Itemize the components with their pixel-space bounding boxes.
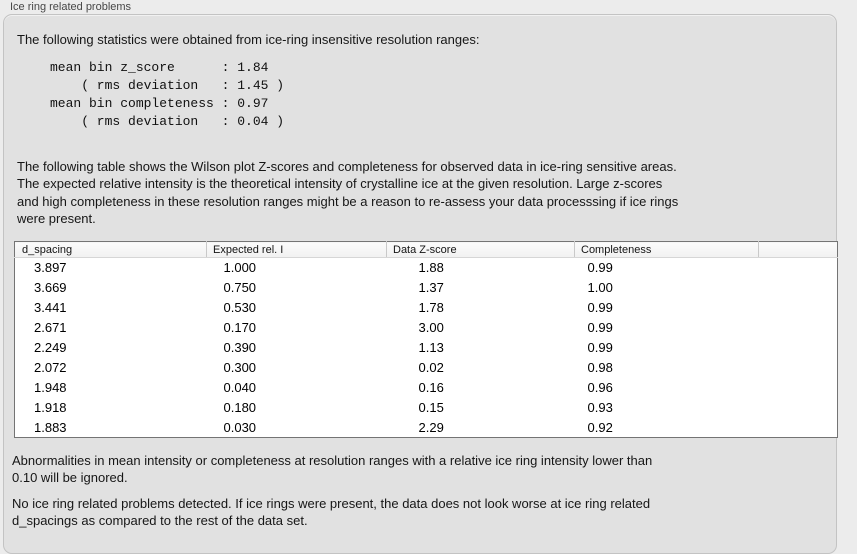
table-cell: 0.99 — [587, 260, 613, 276]
table-cell-filler — [759, 258, 838, 278]
table-cell: 0.98 — [587, 360, 613, 375]
column-header-filler — [758, 241, 838, 258]
table-cell: 2.671 — [34, 320, 67, 335]
table-cell: 0.750 — [223, 280, 257, 295]
table-row[interactable]: 1.883 0.030 2.29 0.92 — [15, 418, 838, 438]
stats-intro-text: The following statistics were obtained f… — [17, 32, 480, 47]
table-cell: 3.00 — [418, 320, 444, 335]
table-cell: 0.99 — [587, 320, 613, 335]
table-cell: 0.92 — [587, 419, 613, 435]
table-row[interactable]: 2.249 0.390 1.13 0.99 — [15, 338, 838, 358]
table-cell: 0.99 — [587, 340, 613, 355]
table-cell-filler — [759, 278, 838, 298]
stats-block: mean bin z_score : 1.84 ( rms deviation … — [50, 60, 285, 129]
table-cell-filler — [759, 318, 838, 338]
table-row[interactable]: 3.897 1.000 1.88 0.99 — [15, 258, 838, 278]
table-cell: 0.530 — [223, 300, 257, 315]
table-cell: 1.948 — [34, 380, 67, 395]
table-cell: 1.37 — [418, 280, 444, 295]
table-row[interactable]: 3.669 0.750 1.37 1.00 — [15, 278, 838, 298]
conclusion-text: No ice ring related problems detected. I… — [12, 496, 651, 529]
table-cell-filler — [759, 398, 838, 418]
table-cell: 1.88 — [418, 260, 444, 276]
table-cell: 3.897 — [34, 260, 67, 276]
table-cell-filler — [759, 298, 838, 318]
table-cell: 2.072 — [34, 360, 67, 375]
table-cell: 0.93 — [587, 400, 613, 415]
table-header: d_spacing Expected rel. I Data Z-score Comp… — [14, 241, 838, 258]
table-cell: 1.13 — [418, 340, 444, 355]
section-title: Ice ring related problems — [10, 1, 132, 13]
table-cell: 0.390 — [223, 340, 257, 355]
table-cell: 0.040 — [223, 380, 257, 395]
column-header-d-spacing[interactable]: d_spacing — [14, 241, 207, 258]
table-cell: 0.16 — [418, 380, 444, 395]
table-cell: 0.15 — [418, 400, 444, 415]
table-cell: 2.29 — [418, 419, 444, 435]
table-cell-filler — [759, 338, 838, 358]
table-cell: 0.02 — [418, 360, 444, 375]
table-cell: 0.180 — [223, 400, 257, 415]
table-row[interactable]: 2.671 0.170 3.00 0.99 — [15, 318, 838, 338]
table-row[interactable]: 2.072 0.300 0.02 0.98 — [15, 358, 838, 378]
table-row[interactable]: 1.918 0.180 0.15 0.93 — [15, 398, 838, 418]
table-cell: 0.300 — [223, 360, 257, 375]
table-cell: 0.96 — [587, 380, 613, 395]
table-cell: 2.249 — [34, 340, 67, 355]
table-row[interactable]: 1.948 0.040 0.16 0.96 — [15, 378, 838, 398]
ignore-note-text: Abnormalities in mean intensity or compl… — [12, 453, 653, 486]
ice-ring-table: d_spacing Expected rel. I Data Z-score Comp… — [14, 241, 838, 438]
table-cell-filler — [759, 418, 838, 438]
table-cell: 1.00 — [587, 280, 613, 295]
table-cell: 3.441 — [34, 300, 67, 315]
table-row[interactable]: 3.441 0.530 1.78 0.99 — [15, 298, 838, 318]
table-cell: 0.030 — [223, 419, 257, 435]
column-header-data-z-score[interactable]: Data Z-score — [386, 241, 575, 258]
table-cell: 1.883 — [34, 419, 67, 435]
table-cell-filler — [759, 358, 838, 378]
table-cell: 0.170 — [223, 320, 257, 335]
table-cell-filler — [759, 378, 838, 398]
table-cell: 0.99 — [587, 300, 613, 315]
table-cell: 3.669 — [34, 280, 67, 295]
table-cell: 1.78 — [418, 300, 444, 315]
column-header-expected-rel-i[interactable]: Expected rel. I — [206, 241, 387, 258]
table-description: The following table shows the Wilson plo… — [17, 159, 679, 227]
column-header-completeness[interactable]: Completeness — [574, 241, 759, 258]
table-cell: 1.918 — [34, 400, 67, 415]
ice-ring-panel: The following statistics were obtained f… — [3, 14, 838, 554]
table-cell: 1.000 — [223, 260, 257, 276]
